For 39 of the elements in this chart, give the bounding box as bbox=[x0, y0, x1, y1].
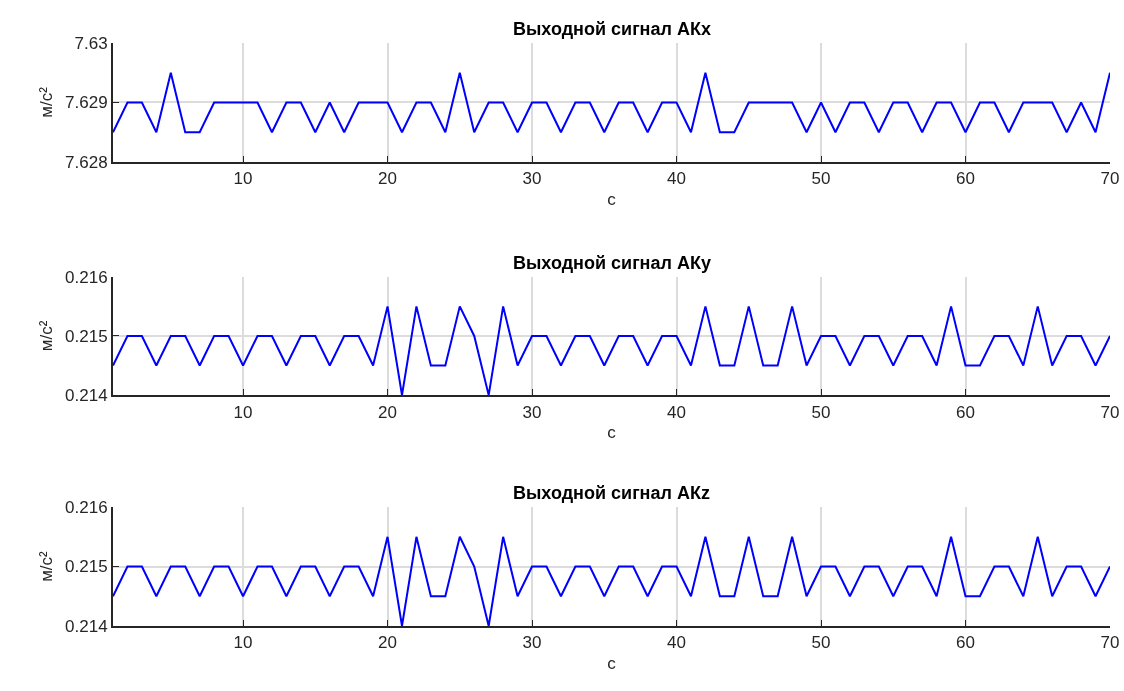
x-tick-label: 70 bbox=[1100, 402, 1120, 422]
x-tick-label: 60 bbox=[956, 402, 975, 422]
x-axis-title: с bbox=[607, 654, 617, 674]
x-tick-label: 60 bbox=[956, 169, 975, 189]
chart-title: Выходной сигнал АКz bbox=[513, 483, 710, 503]
x-tick-label: 50 bbox=[811, 633, 831, 653]
y-axis-title: м/с² bbox=[37, 86, 57, 118]
x-tick-label: 10 bbox=[233, 633, 253, 653]
x-tick-label: 40 bbox=[667, 169, 686, 189]
y-tick-label: 0.214 bbox=[65, 616, 108, 636]
x-axis-title: с bbox=[607, 423, 617, 443]
x-tick-label: 20 bbox=[378, 169, 397, 189]
x-tick-label: 40 bbox=[667, 633, 686, 653]
x-tick-label: 60 bbox=[956, 633, 975, 653]
x-tick-label: 70 bbox=[1100, 633, 1120, 653]
y-tick-label: 7.628 bbox=[65, 152, 108, 172]
x-tick-label: 30 bbox=[522, 633, 542, 653]
chart-title: Выходной сигнал АКх bbox=[513, 19, 711, 39]
x-tick-label: 30 bbox=[522, 402, 542, 422]
x-tick-label: 50 bbox=[811, 402, 831, 422]
y-tick-label: 7.63 bbox=[74, 33, 108, 53]
y-tick-label: 0.215 bbox=[65, 557, 108, 577]
x-tick-label: 70 bbox=[1100, 169, 1120, 189]
x-tick-label: 10 bbox=[233, 402, 253, 422]
y-tick-label: 0.214 bbox=[65, 386, 108, 406]
x-tick-label: 20 bbox=[378, 402, 397, 422]
x-axis-title: с bbox=[607, 190, 617, 210]
x-tick-label: 40 bbox=[667, 402, 686, 422]
x-tick-label: 50 bbox=[811, 169, 831, 189]
x-tick-label: 20 bbox=[378, 633, 397, 653]
y-tick-label: 0.216 bbox=[65, 267, 108, 287]
x-tick-label: 30 bbox=[522, 169, 542, 189]
y-tick-label: 0.215 bbox=[65, 326, 108, 346]
y-tick-label: 7.629 bbox=[65, 93, 108, 113]
x-tick-label: 10 bbox=[233, 169, 253, 189]
y-tick-label: 0.216 bbox=[65, 498, 108, 518]
chart-title: Выходной сигнал АКy bbox=[513, 253, 711, 273]
y-axis-title: м/с² bbox=[37, 550, 57, 582]
y-axis-title: м/с² bbox=[37, 320, 57, 352]
